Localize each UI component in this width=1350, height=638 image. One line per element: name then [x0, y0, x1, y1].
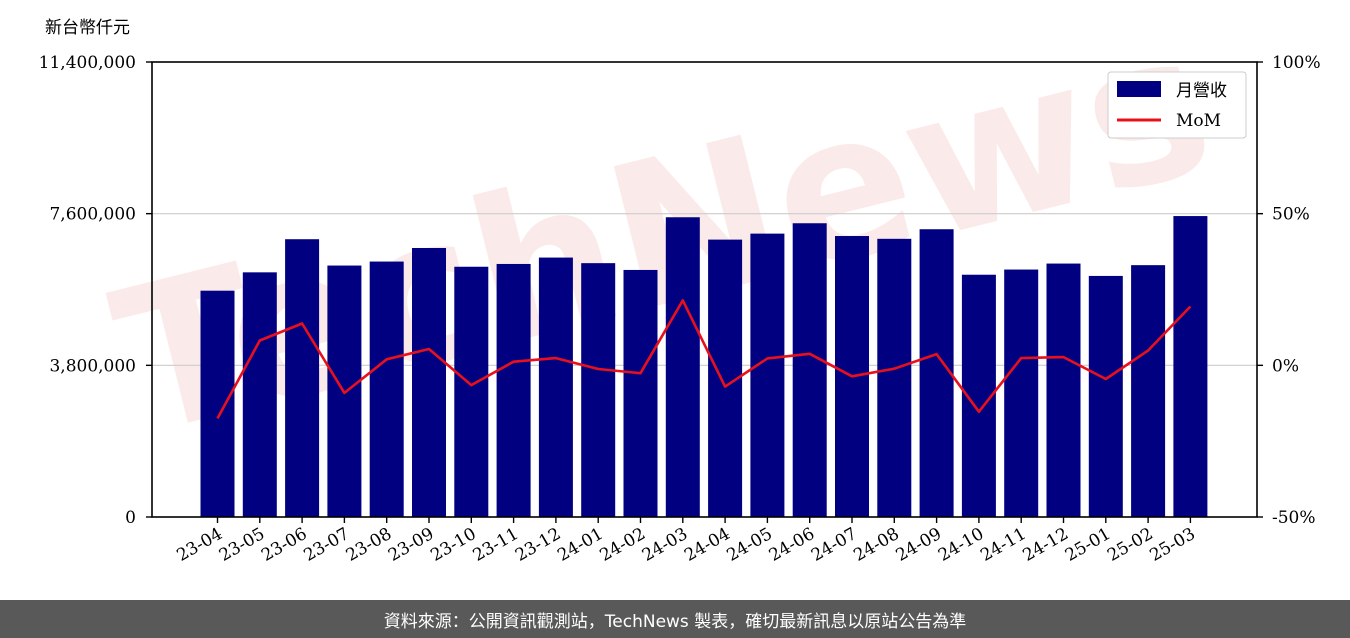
x-tick-label: 25-02 — [1104, 524, 1156, 566]
x-tick-label: 23-10 — [427, 524, 479, 566]
axes-layer — [151, 61, 1258, 518]
x-tick-label: 23-04 — [174, 524, 226, 566]
x-tick-label: 24-02 — [597, 524, 649, 566]
bar-23-11 — [496, 263, 531, 517]
y-left-tick-label: 11,400,000 — [39, 53, 136, 73]
bar-24-01 — [581, 263, 616, 517]
bar-23-08 — [369, 261, 404, 517]
x-tick-label: 24-06 — [766, 524, 818, 566]
y-right-tick-label: 0% — [1272, 356, 1299, 376]
x-tick-label: 23-05 — [216, 524, 268, 566]
bar-25-02 — [1131, 265, 1166, 517]
x-tick-label: 23-11 — [470, 524, 522, 566]
x-tick-label: 23-07 — [300, 524, 352, 566]
line-layer — [216, 299, 1192, 420]
x-tick-label: 23-08 — [343, 524, 395, 566]
x-tick-label: 24-12 — [1020, 524, 1072, 566]
bar-24-06 — [792, 223, 827, 518]
bars-layer — [200, 216, 1208, 518]
x-tick-label: 25-01 — [1062, 524, 1114, 566]
x-tick-label: 24-10 — [935, 524, 987, 566]
x-tick-label: 24-05 — [723, 524, 775, 566]
y-right-tick-label: 100% — [1272, 53, 1321, 73]
x-tick-label: 24-01 — [554, 524, 606, 566]
bar-24-09 — [919, 229, 954, 517]
bar-24-02 — [623, 269, 658, 517]
bar-24-08 — [877, 238, 912, 517]
x-tick-label: 24-08 — [850, 524, 902, 566]
bar-25-03 — [1173, 216, 1208, 517]
y-axis-unit-label: 新台幣仟元 — [45, 18, 130, 38]
x-tick-label: 25-03 — [1146, 524, 1198, 566]
legend-label-revenue: 月營收 — [1176, 81, 1227, 101]
y-right-tick-label: 50% — [1272, 205, 1310, 225]
bar-23-06 — [285, 239, 320, 518]
plot-frame — [151, 61, 1258, 518]
bar-23-09 — [412, 247, 446, 518]
y-left-tick-label: 3,800,000 — [49, 356, 136, 376]
x-tick-label: 23-09 — [385, 524, 437, 566]
bar-24-12 — [1046, 263, 1081, 517]
y-right-tick-label: -50% — [1272, 508, 1316, 528]
x-tick-label: 23-12 — [512, 524, 564, 566]
bar-23-12 — [538, 257, 573, 517]
bar-24-05 — [750, 233, 785, 517]
legend: 月營收 MoM — [1107, 71, 1247, 139]
x-tick-label: 24-11 — [977, 524, 1029, 566]
legend-label-mom: MoM — [1176, 111, 1221, 131]
x-tick-label: 24-09 — [893, 524, 945, 566]
bar-24-11 — [1004, 269, 1039, 517]
legend-swatch-bar — [1117, 81, 1161, 97]
chart-svg: TechNews 03,800,0007,600,00011,400,000-5… — [39, 0, 1321, 566]
mom-line — [216, 299, 1192, 420]
x-tick-label: 23-06 — [258, 524, 310, 566]
x-tick-label: 24-04 — [681, 524, 733, 566]
bar-25-01 — [1088, 275, 1123, 517]
x-tick-label: 24-03 — [639, 524, 691, 566]
bar-24-03 — [665, 217, 700, 517]
footer-source-note: 資料來源：公開資訊觀測站，TechNews 製表，確切最新訊息以原站公告為準 — [0, 600, 1350, 638]
bar-23-10 — [454, 266, 489, 517]
bar-23-05 — [242, 272, 277, 517]
y-left-tick-label: 0 — [125, 508, 136, 528]
x-tick-label: 24-07 — [808, 524, 860, 566]
y-left-tick-label: 7,600,000 — [49, 205, 136, 225]
bar-23-04 — [200, 290, 235, 517]
